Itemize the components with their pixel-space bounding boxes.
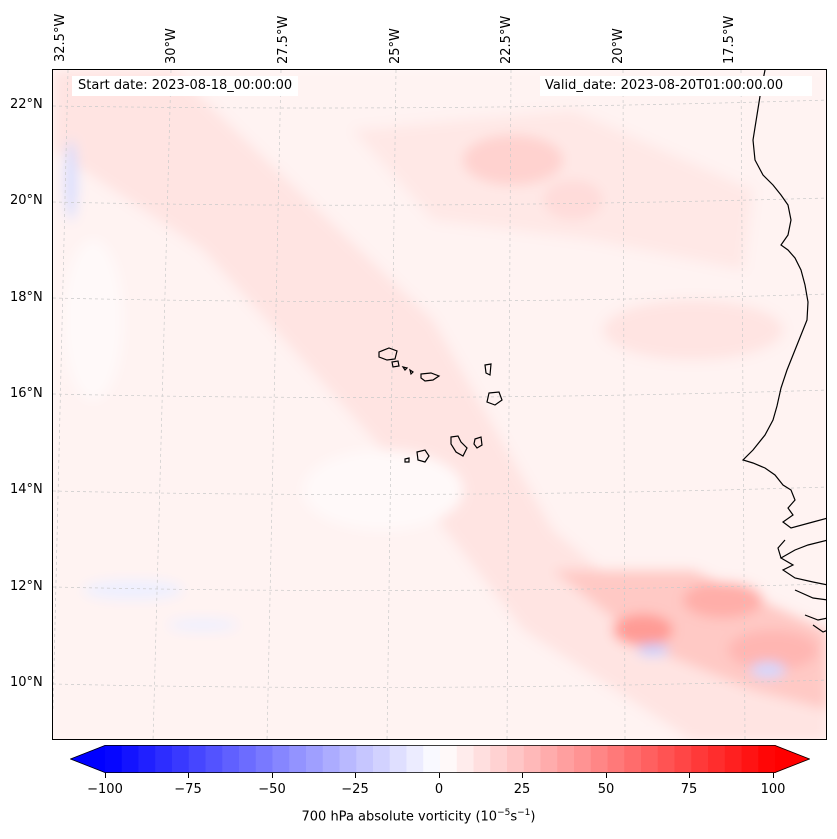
colorbar-cell: [389, 745, 408, 773]
colorbar-tick: 75: [680, 782, 698, 797]
colorbar-cell: [708, 745, 726, 773]
colorbar-tick: 0: [434, 782, 444, 797]
lat-label: 16°N: [10, 386, 43, 401]
map-panel: [52, 69, 827, 740]
colorbar-cell: [758, 745, 776, 773]
colorbar-cell: [674, 745, 692, 773]
lon-label: 20°W: [611, 28, 626, 64]
colorbar-cell: [523, 745, 542, 773]
valid-date-label: Valid_date: 2023-08-20T01:00:00.00: [540, 76, 812, 96]
colorbar-cell: [155, 745, 173, 773]
colorbar-cell: [624, 745, 642, 773]
colorbar-cell: [222, 745, 240, 773]
colorbar-tickmark: [188, 773, 189, 778]
lat-label: 14°N: [10, 482, 43, 497]
colorbar-tick: 100: [760, 782, 786, 797]
lat-label: 22°N: [10, 97, 43, 112]
colorbar-cell: [607, 745, 625, 773]
colorbar-cell: [121, 745, 140, 773]
colorbar-tickmark: [355, 773, 356, 778]
lon-label: 32.5°W: [53, 13, 68, 62]
colorbar-cell: [440, 745, 458, 773]
colorbar-cell: [205, 745, 223, 773]
lat-label: 10°N: [10, 675, 43, 690]
colorbar-cell: [289, 745, 307, 773]
colorbar-cell: [423, 745, 441, 773]
colorbar-cell: [540, 745, 558, 773]
lon-label: 25°W: [388, 28, 403, 64]
lon-label: 30°W: [164, 28, 179, 64]
colorbar-outline: [70, 745, 810, 773]
colorbar-tickmark: [272, 773, 273, 778]
colorbar-cell: [641, 745, 659, 773]
colorbar-tick: −25: [341, 782, 369, 797]
vorticity-map: [53, 70, 826, 739]
colorbar-cell: [105, 745, 123, 773]
colorbar-cell: [272, 745, 290, 773]
colorbar-tickmark: [606, 773, 607, 778]
colorbar-tickmark: [105, 773, 106, 778]
colorbar-cell: [741, 745, 759, 773]
colorbar-cell: [339, 745, 357, 773]
colorbar-cell: [574, 745, 592, 773]
colorbar-cell: [406, 745, 424, 773]
colorbar-tick: −50: [258, 782, 286, 797]
colorbar-cell: [490, 745, 508, 773]
colorbar-tick: −75: [174, 782, 202, 797]
colorbar-max-extend: [775, 745, 810, 773]
colorbar-tickmark: [439, 773, 440, 778]
colorbar-cell: [373, 745, 391, 773]
colorbar-label: 700 hPa absolute vorticity (10−5s−1): [301, 808, 536, 825]
colorbar-cell: [507, 745, 525, 773]
colorbar-cell: [138, 745, 156, 773]
start-date-label: Start date: 2023-08-18_00:00:00: [72, 76, 299, 96]
colorbar-tick: 25: [513, 782, 531, 797]
lon-label: 22.5°W: [499, 15, 514, 64]
colorbar-cell: [172, 745, 190, 773]
colorbar-cell: [322, 745, 341, 773]
colorbar-tickmark: [773, 773, 774, 778]
lon-label: 27.5°W: [276, 15, 291, 64]
colorbar-tick: 50: [597, 782, 615, 797]
colorbar: [70, 745, 810, 773]
graticule: [53, 70, 826, 739]
africa-coastline: [741, 70, 826, 633]
colorbar-cell: [724, 745, 743, 773]
colorbar-cell: [306, 745, 324, 773]
colorbar-cell: [590, 745, 609, 773]
colorbar-cell: [239, 745, 257, 773]
lat-label: 12°N: [10, 579, 43, 594]
lat-label: 20°N: [10, 193, 43, 208]
colorbar-cell: [657, 745, 676, 773]
colorbar-cell: [473, 745, 491, 773]
colorbar-cell: [188, 745, 207, 773]
colorbar-cell: [557, 745, 575, 773]
colorbar-min-extend: [70, 745, 105, 773]
vorticity-shading: [53, 70, 826, 739]
colorbar-tickmark: [689, 773, 690, 778]
lat-label: 18°N: [10, 290, 43, 305]
colorbar-tick: −100: [87, 782, 123, 797]
colorbar-cell: [356, 745, 374, 773]
colorbar-cell: [255, 745, 274, 773]
colorbar-tickmark: [522, 773, 523, 778]
lon-label: 17.5°W: [722, 15, 737, 64]
colorbar-cell: [456, 745, 475, 773]
cape-verde-islands: [378, 347, 503, 463]
colorbar-cell: [691, 745, 709, 773]
